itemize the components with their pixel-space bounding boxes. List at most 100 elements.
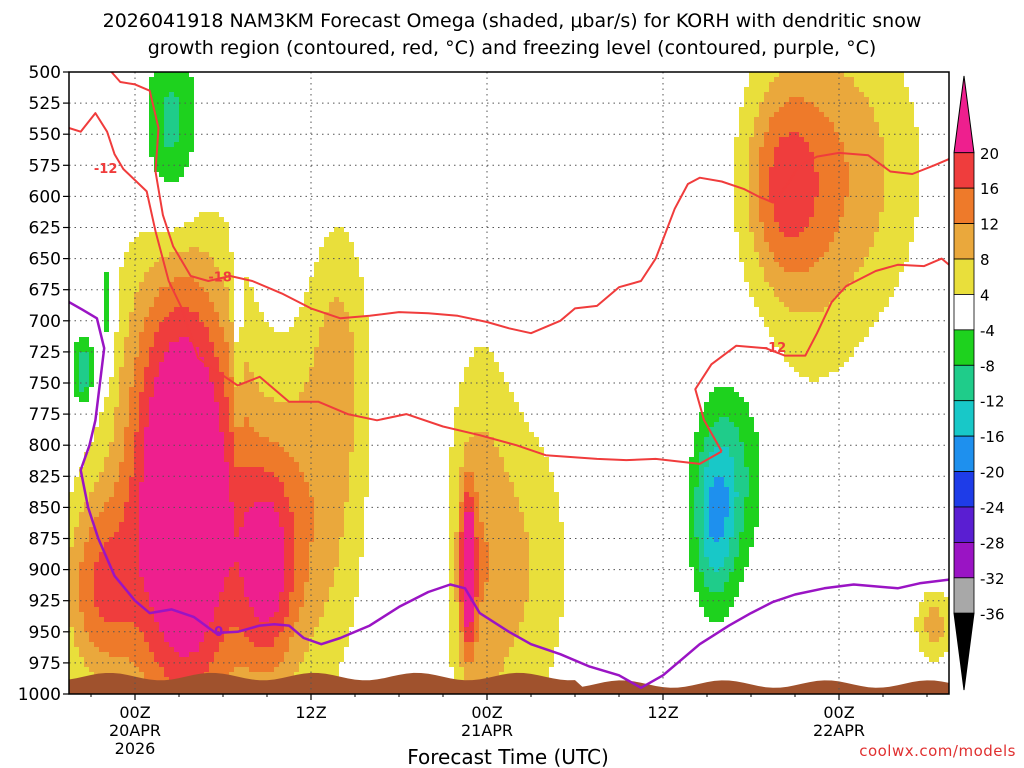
omega-cell bbox=[104, 277, 109, 282]
omega-cell bbox=[339, 547, 364, 552]
omega-cell bbox=[319, 252, 354, 257]
omega-cell bbox=[169, 342, 194, 347]
omega-cell bbox=[459, 507, 464, 512]
omega-cell bbox=[874, 112, 914, 117]
omega-cell bbox=[74, 392, 89, 397]
omega-cell bbox=[309, 577, 334, 582]
omega-cell bbox=[774, 112, 824, 117]
omega-cell bbox=[774, 252, 824, 257]
omega-cell bbox=[479, 547, 489, 552]
omega-cell bbox=[284, 532, 294, 537]
omega-cell bbox=[474, 472, 509, 477]
omega-cell bbox=[144, 467, 229, 472]
omega-cell bbox=[699, 562, 709, 567]
omega-cell bbox=[744, 502, 759, 507]
omega-cell bbox=[154, 657, 214, 662]
omega-cell bbox=[694, 452, 699, 457]
omega-cell bbox=[724, 482, 734, 487]
omega-cell bbox=[449, 572, 454, 577]
pressure-tick-label: 725 bbox=[29, 343, 61, 363]
pressure-tick-label: 900 bbox=[29, 561, 61, 581]
omega-cell bbox=[234, 357, 314, 362]
omega-cell bbox=[709, 562, 724, 567]
omega-cell bbox=[114, 372, 119, 377]
omega-cell bbox=[704, 492, 709, 497]
omega-cell bbox=[94, 517, 124, 522]
omega-cell bbox=[164, 667, 209, 672]
omega-cell bbox=[244, 577, 284, 582]
omega-cell bbox=[239, 532, 284, 537]
omega-cell bbox=[739, 257, 759, 262]
omega-cell bbox=[449, 592, 454, 597]
omega-cell bbox=[744, 517, 759, 522]
omega-cell bbox=[209, 337, 224, 342]
time-tick-date: 21APR bbox=[461, 721, 513, 740]
omega-cell bbox=[219, 597, 249, 602]
omega-cell bbox=[159, 362, 204, 367]
omega-cell bbox=[314, 527, 344, 532]
omega-cell bbox=[744, 267, 764, 272]
omega-cell bbox=[289, 647, 309, 652]
omega-cell bbox=[244, 517, 279, 522]
omega-cell bbox=[754, 122, 769, 127]
time-tick-label: 12Z bbox=[647, 703, 678, 722]
omega-cell bbox=[314, 497, 349, 502]
omega-cell bbox=[479, 537, 484, 542]
omega-cell bbox=[294, 512, 314, 517]
omega-cell bbox=[759, 212, 774, 217]
omega-cell bbox=[319, 342, 354, 347]
omega-cell bbox=[119, 312, 129, 317]
omega-cell bbox=[254, 502, 274, 507]
omega-cell bbox=[844, 207, 884, 212]
omega-cell bbox=[459, 567, 464, 572]
omega-cell bbox=[114, 332, 129, 337]
omega-cell bbox=[69, 652, 79, 657]
omega-cell bbox=[219, 642, 254, 647]
omega-cell bbox=[339, 552, 364, 557]
omega-cell bbox=[354, 397, 369, 402]
omega-cell bbox=[719, 537, 729, 542]
omega-cell bbox=[114, 487, 129, 492]
omega-cell bbox=[164, 637, 204, 642]
omega-cell bbox=[114, 482, 129, 487]
omega-cell bbox=[704, 467, 734, 472]
omega-cell bbox=[689, 527, 694, 532]
omega-cell bbox=[324, 237, 349, 242]
omega-cell bbox=[694, 522, 704, 527]
omega-cell bbox=[304, 592, 329, 597]
omega-cell bbox=[294, 577, 309, 582]
omega-cell bbox=[849, 182, 884, 187]
omega-cell bbox=[144, 477, 229, 482]
omega-cell bbox=[139, 427, 144, 432]
omega-cell bbox=[474, 652, 509, 657]
omega-cell bbox=[229, 627, 239, 632]
omega-cell bbox=[69, 637, 74, 642]
omega-cell bbox=[699, 482, 704, 487]
omega-cell bbox=[209, 252, 234, 257]
omega-cell bbox=[459, 402, 519, 407]
omega-cell bbox=[254, 607, 279, 612]
omega-cell bbox=[309, 557, 339, 562]
omega-cell bbox=[464, 632, 474, 637]
omega-cell bbox=[164, 107, 179, 112]
omega-cell bbox=[519, 627, 559, 632]
omega-cell bbox=[769, 192, 819, 197]
omega-cell bbox=[124, 507, 139, 512]
colorbar-bin bbox=[953, 329, 975, 366]
omega-cell bbox=[749, 167, 759, 172]
omega-cell bbox=[689, 487, 694, 492]
omega-cell bbox=[294, 522, 314, 527]
omega-cell bbox=[689, 472, 699, 477]
omega-cell bbox=[484, 587, 529, 592]
omega-cell bbox=[459, 467, 504, 472]
omega-cell bbox=[459, 662, 504, 667]
omega-cell bbox=[179, 337, 189, 342]
omega-cell bbox=[129, 412, 139, 417]
omega-cell bbox=[154, 377, 209, 382]
omega-cell bbox=[134, 472, 144, 477]
omega-cell bbox=[844, 142, 884, 147]
omega-cell bbox=[89, 357, 94, 362]
omega-cell bbox=[289, 497, 314, 502]
omega-cell bbox=[89, 372, 94, 377]
omega-cell bbox=[449, 452, 464, 457]
